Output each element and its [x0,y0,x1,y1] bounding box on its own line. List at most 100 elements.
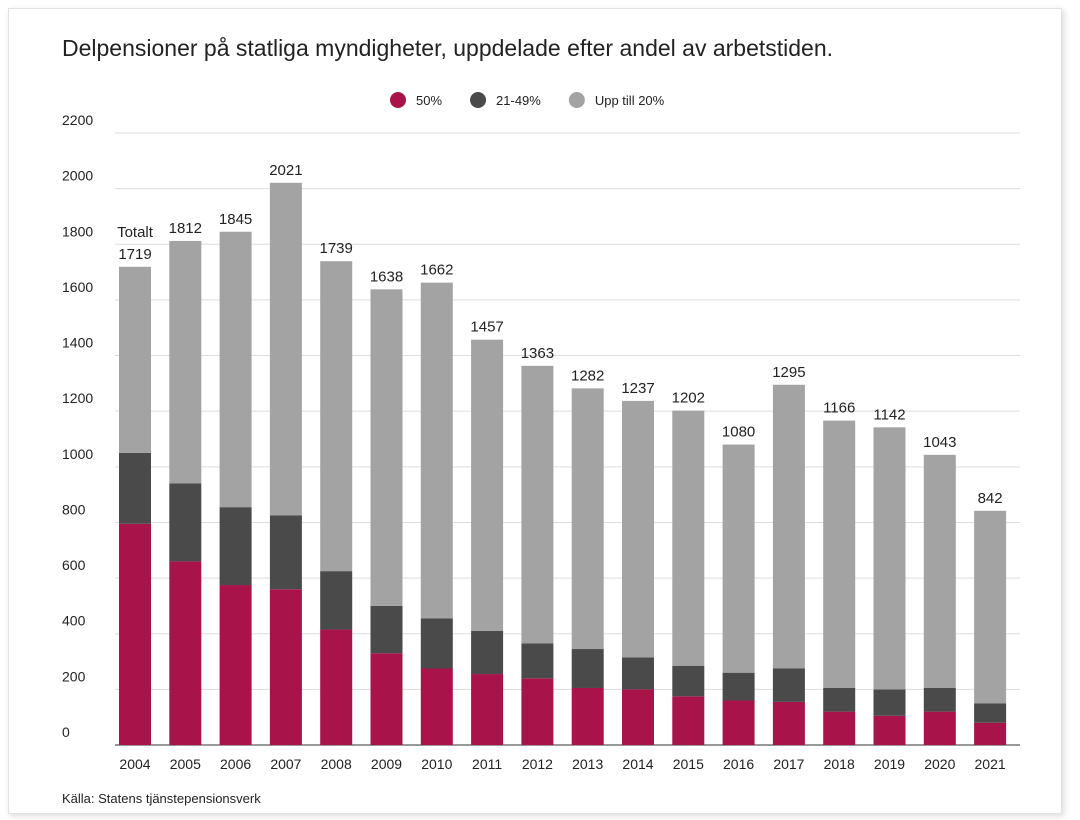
x-tick-label: 2005 [170,756,201,772]
source: Källa: Statens tjänstepensionsverk [62,791,261,806]
bar-segment [420,282,453,619]
bar-segment [672,665,705,697]
total-label: 1638 [370,268,403,285]
bar-segment [219,585,252,745]
total-label: 1142 [873,406,905,423]
bar-segment [823,687,856,712]
x-tick-label: 2006 [220,756,251,772]
bar-segment [722,444,755,673]
total-label: 1282 [571,367,604,384]
total-label: 1662 [420,262,453,279]
bar-segment [420,618,453,669]
x-tick-label: 2013 [572,756,603,772]
bar-segment [269,589,302,745]
bar-segment [672,696,705,745]
bar-segment [772,668,805,702]
total-label: 2021 [269,162,302,179]
bar-segment [923,711,956,745]
x-tick-label: 2020 [924,756,955,772]
total-label: 842 [978,490,1003,507]
total-label: 1457 [470,319,503,336]
bar-segment [571,388,604,650]
bar-segment [823,711,856,745]
bar-segment [219,507,252,586]
x-tick-label: 2016 [723,756,754,772]
x-tick-label: 2004 [119,756,150,772]
y-tick-label: 2200 [62,112,93,128]
x-tick-label: 2011 [472,756,502,772]
y-tick-label: 600 [62,557,86,573]
bar-segment [119,266,151,453]
bar-segment [873,715,906,745]
x-tick-label: 2021 [975,756,1006,772]
bar-segment [471,674,504,745]
bar-segment [269,515,302,590]
bar-segment [622,689,654,745]
total-label: 1237 [621,380,654,397]
total-annotation: Totalt [117,224,154,241]
bar-segment [269,182,302,516]
bar-segment [672,410,705,666]
total-label: 1739 [320,240,353,257]
bar-segment [823,420,856,688]
x-tick-label: 2010 [421,756,452,772]
y-tick-label: 1600 [62,279,93,295]
bar-segment [571,649,604,688]
x-tick-label: 2017 [773,756,804,772]
legend-swatch [568,92,585,108]
chart-title: Delpensioner på statliga myndigheter, up… [62,35,833,61]
y-tick-label: 200 [62,668,86,684]
legend-label: 50% [416,93,442,108]
bar-segment [370,289,403,606]
total-label: 1166 [823,400,855,417]
bar-segment [370,605,403,654]
bar-segment [320,629,353,745]
y-tick-label: 1800 [62,223,93,239]
y-tick-label: 1200 [62,390,93,406]
y-tick-label: 0 [62,724,70,740]
bar-segment [320,571,353,630]
bar-segment [974,722,1007,745]
y-tick-label: 1000 [62,446,93,462]
x-tick-label: 2009 [371,756,402,772]
total-label: 1043 [923,434,956,451]
x-tick-label: 2014 [622,756,653,772]
total-label: 1295 [772,364,805,381]
bar-segment [471,630,504,675]
bar-segment [320,261,353,572]
x-tick-label: 2018 [824,756,855,772]
y-tick-label: 2000 [62,168,93,184]
bar-segment [873,427,906,690]
bar-segment [169,483,202,562]
x-tick-label: 2007 [270,756,301,772]
legend-label: Upp till 20% [595,93,665,108]
bar-segment [521,643,554,679]
bar-segment [119,452,151,524]
total-label: 1812 [169,220,202,237]
total-label: 1363 [521,345,554,362]
bar-segment [119,523,151,745]
total-label: 1080 [722,424,755,441]
bar-segment [571,687,604,745]
bar-segment [622,400,654,658]
bar-segment [923,454,956,688]
bar-segment [219,231,252,508]
bar-segment [471,339,504,631]
bar-segment [974,510,1007,704]
x-tick-label: 2008 [321,756,352,772]
bar-segment [974,703,1007,723]
bar-segment [169,561,202,745]
legend-swatch [470,92,487,108]
x-tick-label: 2012 [522,756,553,772]
legend-label: 21-49% [496,93,541,108]
total-label: 1845 [219,211,252,228]
bar-segment [772,384,805,669]
bar-segment [169,240,202,484]
x-tick-label: 2015 [673,756,704,772]
x-tick-label: 2019 [874,756,905,772]
bar-segment [722,700,755,745]
bar-segment [420,668,453,745]
bar-segment [622,657,654,690]
bar-segment [923,687,956,712]
